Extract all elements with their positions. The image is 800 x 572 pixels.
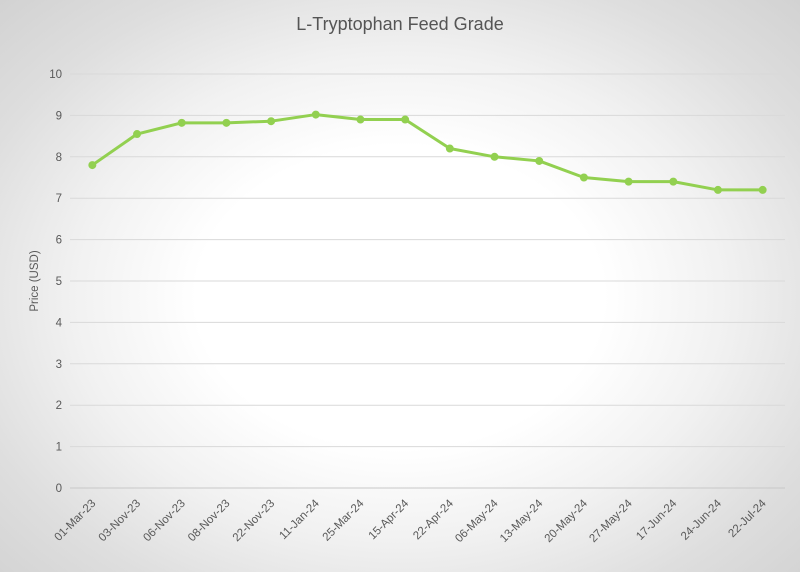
x-tick-label: 06-Nov-23	[141, 498, 187, 544]
x-tick-label: 08-Nov-23	[186, 498, 232, 544]
x-tick-label: 22-Jul-24	[726, 497, 769, 540]
x-tick-label: 03-Nov-23	[97, 498, 143, 544]
x-tick-label: 17-Jun-24	[634, 497, 680, 543]
data-point	[177, 118, 186, 127]
y-tick-label: 9	[56, 110, 62, 122]
data-point	[311, 110, 320, 119]
data-point	[267, 117, 276, 126]
data-point	[713, 185, 722, 194]
data-point	[401, 115, 410, 124]
x-tick-label: 20-May-24	[543, 497, 591, 545]
x-tick-label: 13-May-24	[498, 497, 546, 545]
data-point	[579, 173, 588, 182]
y-axis-ticks: 0 1 2 3 4 5 6 7 8 9 10	[49, 69, 62, 495]
x-tick-label: 24-Jun-24	[679, 497, 725, 543]
y-tick-label: 5	[56, 276, 62, 288]
x-tick-label: 06-May-24	[453, 497, 501, 545]
data-point	[535, 156, 544, 165]
data-point	[758, 185, 767, 194]
x-tick-label: 11-Jan-24	[277, 497, 322, 542]
data-point	[356, 115, 365, 124]
series-line	[90, 113, 765, 192]
chart-title: L-Tryptophan Feed Grade	[296, 14, 504, 34]
y-tick-label: 2	[56, 400, 62, 412]
y-tick-label: 8	[56, 152, 62, 164]
data-point	[88, 161, 97, 170]
data-point	[669, 177, 678, 186]
y-tick-label: 0	[56, 483, 62, 495]
grid-layer	[70, 73, 785, 489]
y-tick-label: 4	[56, 317, 63, 329]
y-axis-label: Price (USD)	[29, 250, 41, 312]
x-tick-label: 01-Mar-23	[52, 498, 98, 544]
data-point	[624, 177, 633, 186]
y-tick-label: 10	[49, 69, 62, 81]
x-axis-ticks: 01-Mar-2303-Nov-2306-Nov-2308-Nov-2322-N…	[52, 497, 769, 545]
x-tick-label: 15-Apr-24	[367, 497, 412, 542]
data-point	[445, 144, 454, 153]
y-tick-label: 7	[56, 193, 62, 205]
y-tick-label: 6	[56, 235, 62, 247]
x-tick-label: 22-Apr-24	[411, 497, 456, 542]
y-tick-label: 3	[56, 359, 62, 371]
data-point	[222, 118, 231, 127]
x-tick-label: 27-May-24	[587, 497, 635, 545]
y-tick-label: 1	[56, 442, 62, 454]
x-tick-label: 25-Mar-24	[321, 497, 367, 543]
x-tick-label: 22-Nov-23	[231, 498, 277, 544]
data-point	[490, 152, 499, 161]
series-layer	[88, 110, 767, 194]
data-point	[133, 130, 142, 139]
